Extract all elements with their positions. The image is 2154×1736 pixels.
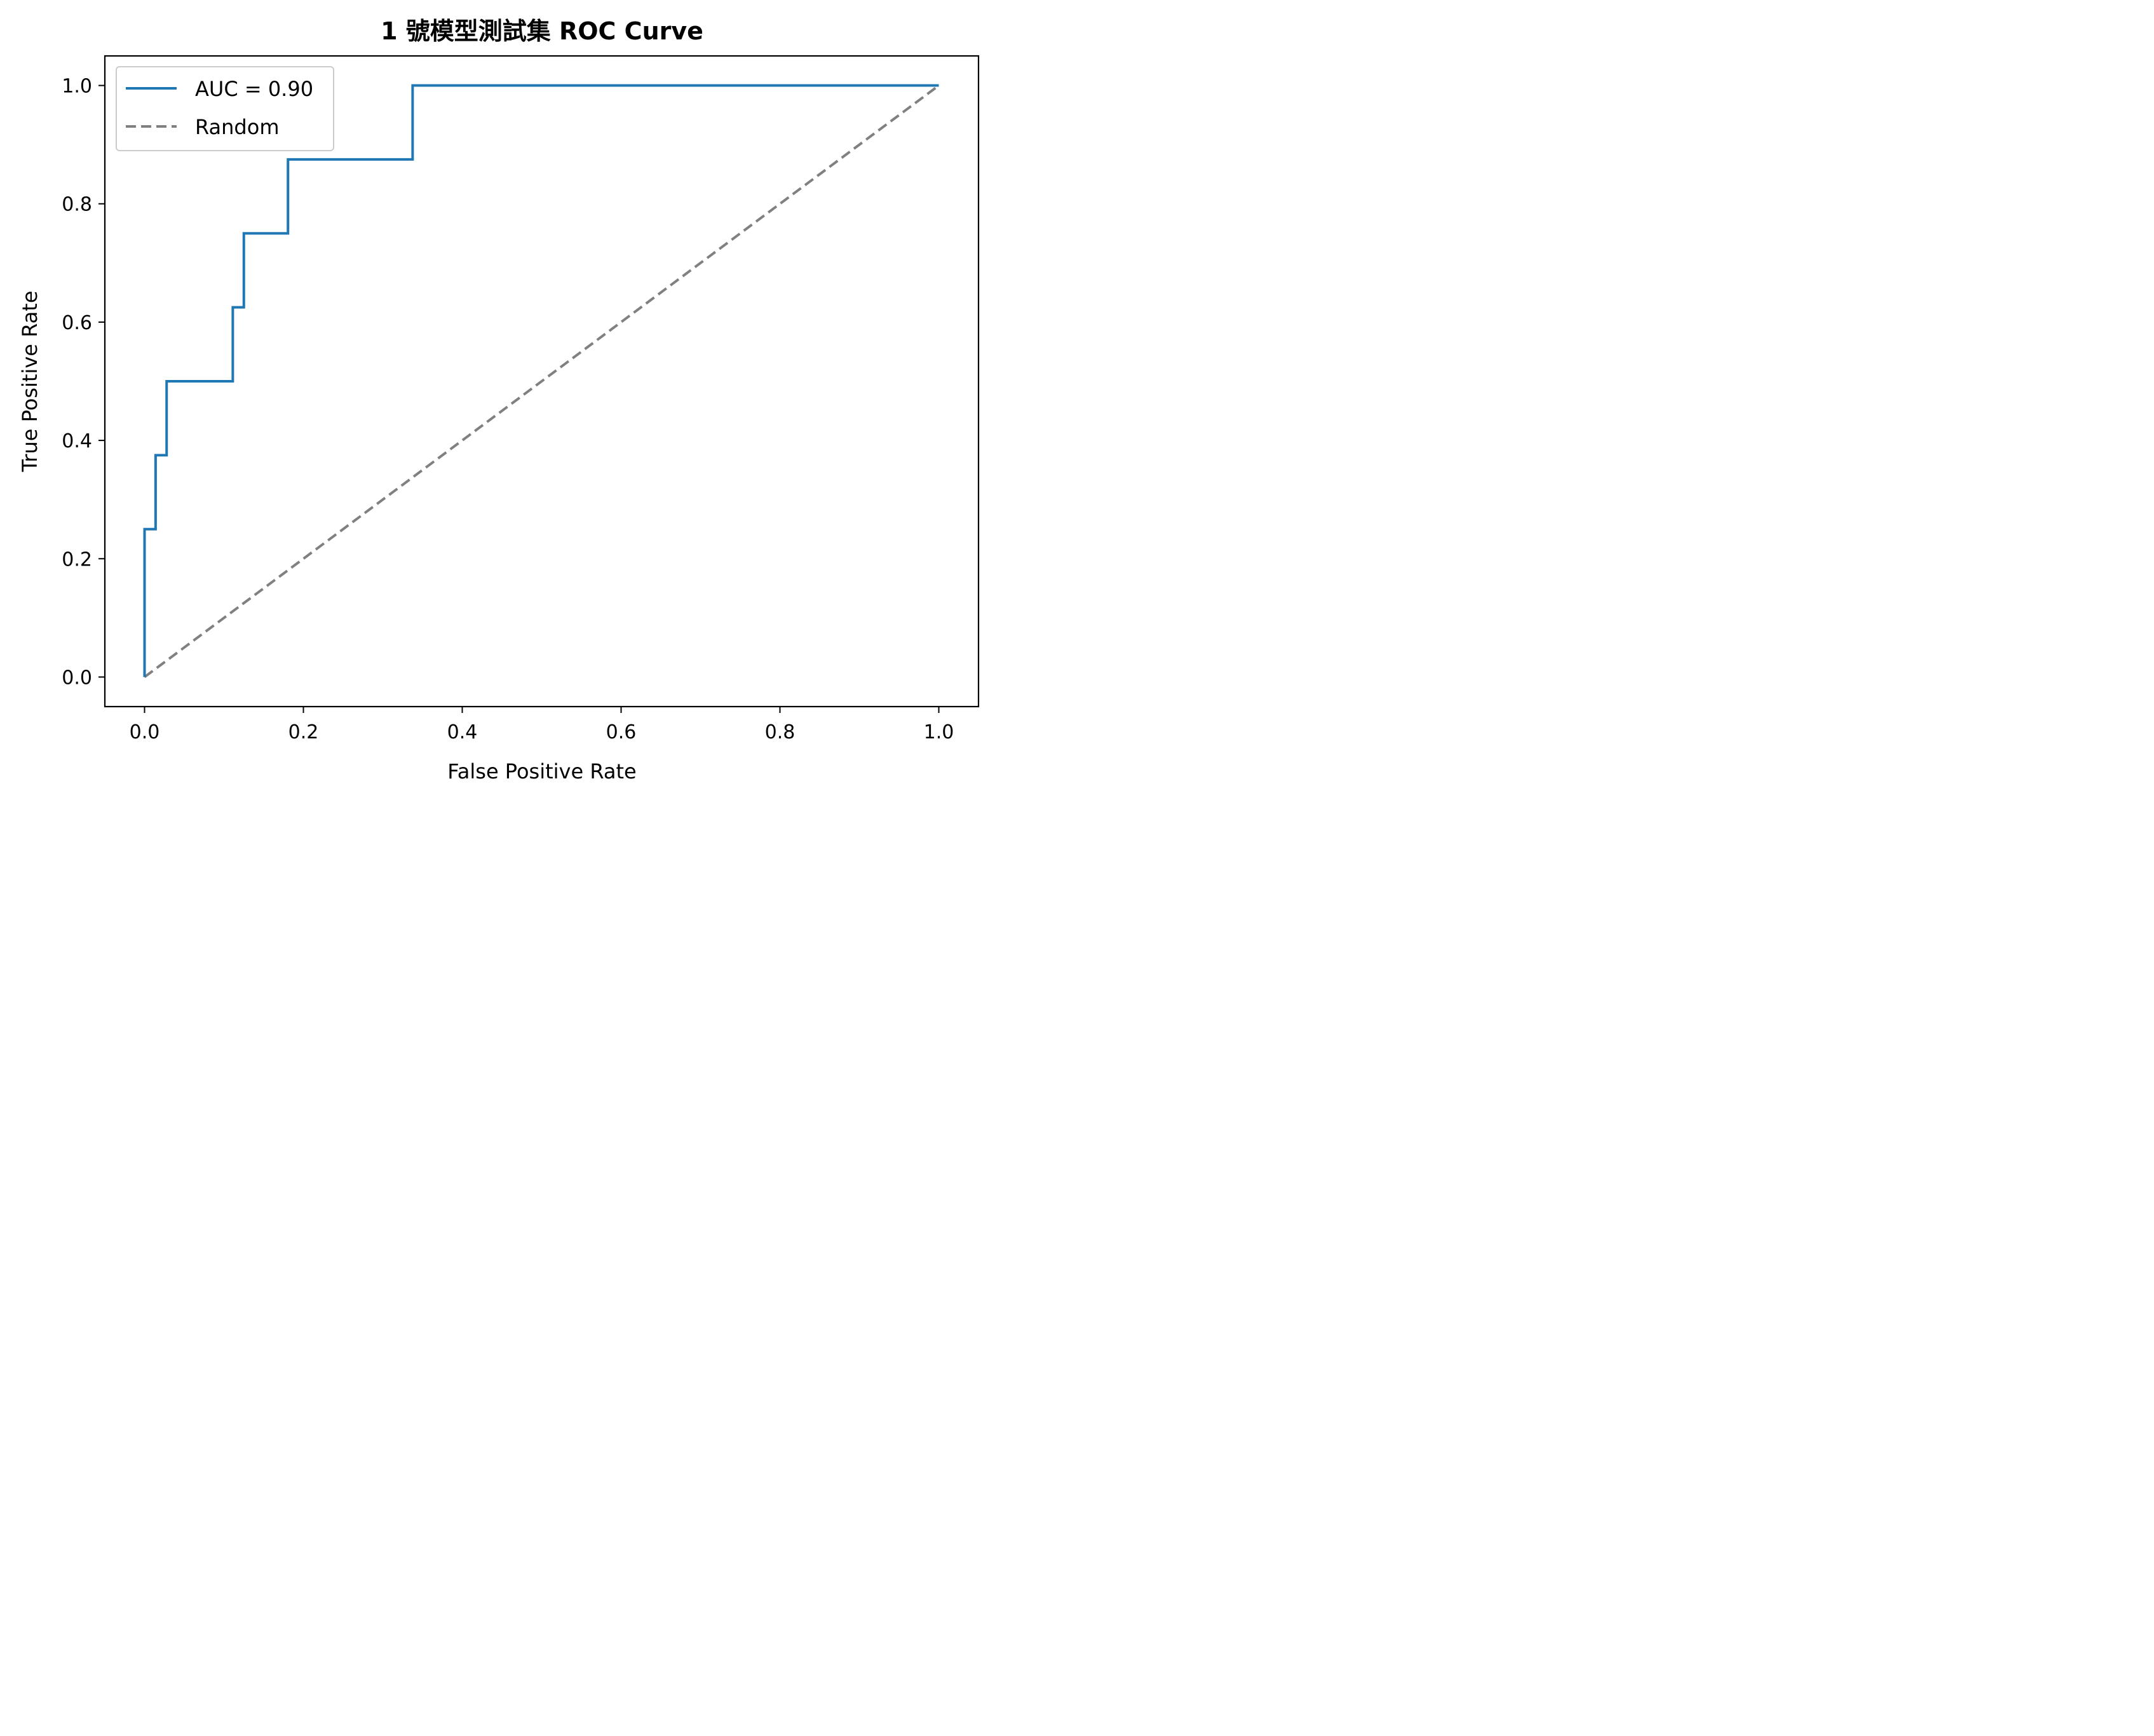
y-axis-label: True Positive Rate [18, 290, 42, 472]
roc-curve-line [143, 84, 939, 677]
y-tick-label: 1.0 [62, 76, 92, 98]
y-axis: 0.0 0.2 0.4 0.6 0.8 1.0 [62, 76, 105, 689]
x-tick-label: 1.0 [924, 721, 954, 743]
chart-title: 1 號模型測試集 ROC Curve [381, 17, 703, 45]
legend-label: Random [195, 115, 279, 139]
x-tick-label: 0.0 [130, 721, 160, 743]
y-tick-label: 0.2 [62, 548, 92, 571]
x-tick-label: 0.6 [606, 721, 637, 743]
plot-area [143, 84, 940, 679]
y-tick-label: 0.4 [62, 430, 92, 452]
legend: AUC = 0.90 Random [116, 66, 334, 151]
y-tick-label: 0.6 [62, 312, 92, 334]
y-tick-label: 0.8 [62, 194, 92, 216]
roc-chart: 1 號模型測試集 ROC Curve 0.0 0.2 0.4 0.6 0.8 1.0 0.… [0, 0, 996, 801]
x-axis-label: False Positive Rate [447, 759, 636, 783]
x-axis: 0.0 0.2 0.4 0.6 0.8 1.0 [130, 707, 954, 743]
roc-chart-svg: 1 號模型測試集 ROC Curve 0.0 0.2 0.4 0.6 0.8 1.0 0.… [18, 17, 980, 783]
axes-frame [104, 55, 980, 708]
legend-label: AUC = 0.90 [195, 77, 313, 101]
x-tick-label: 0.4 [447, 721, 478, 743]
random-baseline-line [144, 84, 940, 679]
x-tick-label: 0.2 [288, 721, 319, 743]
x-tick-label: 0.8 [765, 721, 796, 743]
y-tick-label: 0.0 [62, 667, 92, 689]
